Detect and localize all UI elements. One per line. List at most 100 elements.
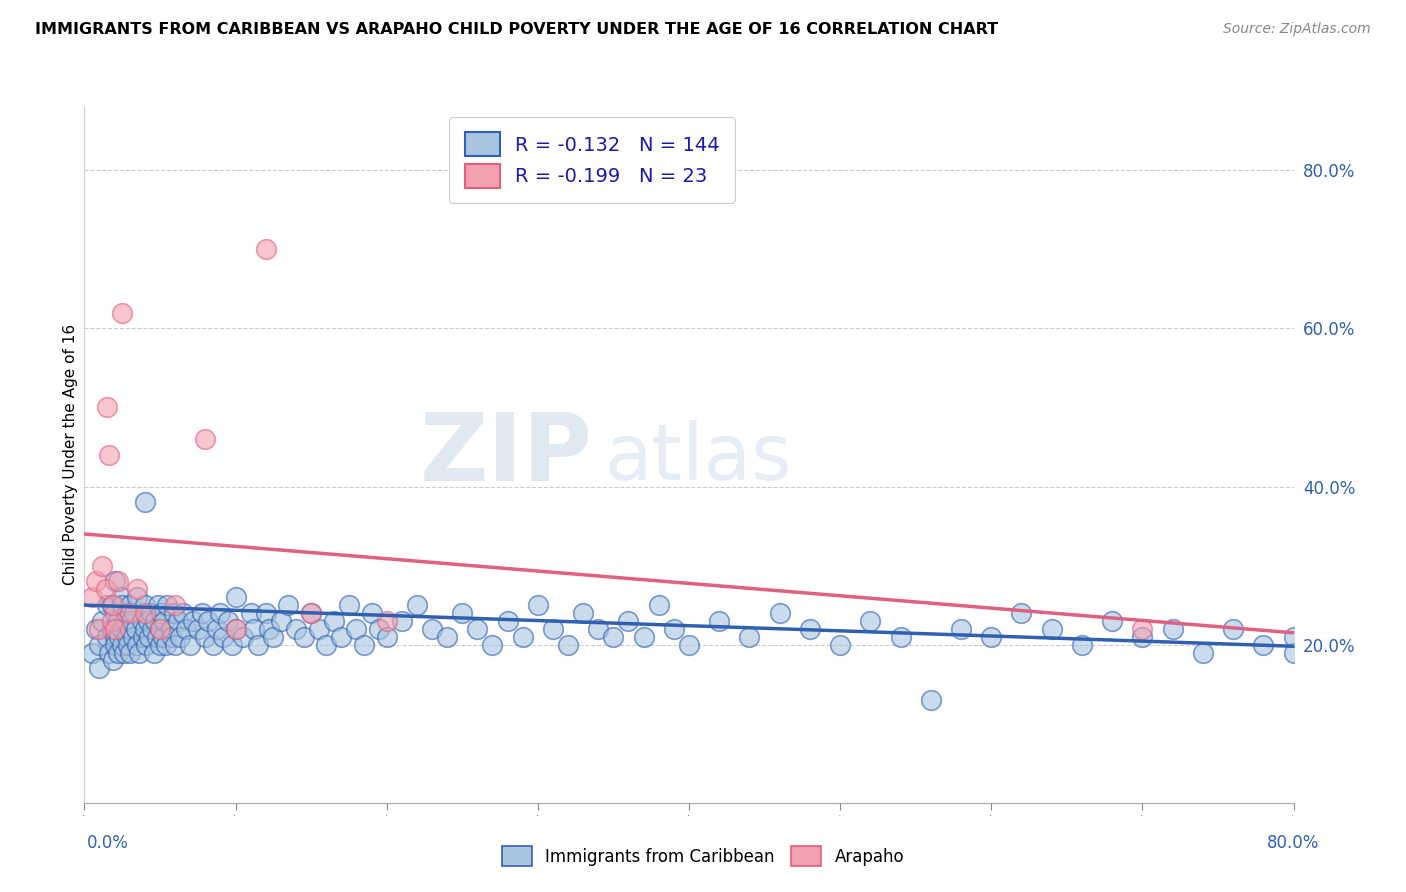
Point [89,622,111,636]
Point [769,606,792,620]
Point [169,630,191,644]
Point [308,622,330,636]
Point [950,622,973,636]
Text: atlas: atlas [605,420,792,497]
Point [149,638,172,652]
Point [368,622,391,636]
Point [156,598,179,612]
Point [709,614,731,628]
Point [225,622,247,636]
Point [197,614,219,628]
Point [96,401,118,415]
Point [602,630,624,644]
Point [96,598,118,612]
Point [799,622,821,636]
Point [110,591,132,605]
Point [890,630,912,644]
Point [86,574,108,589]
Point [526,598,548,612]
Point [254,606,277,620]
Point [148,598,170,612]
Point [153,614,176,628]
Point [167,614,190,628]
Point [257,622,280,636]
Point [1010,606,1032,620]
Point [315,638,337,652]
Point [160,630,183,644]
Point [145,614,167,628]
Text: 0.0%: 0.0% [87,834,129,852]
Point [353,638,375,652]
Point [212,630,235,644]
Point [86,622,108,636]
Point [647,598,671,612]
Point [136,614,159,628]
Point [496,614,519,628]
Point [201,638,224,652]
Point [172,606,194,620]
Point [127,582,149,597]
Point [134,598,156,612]
Point [1251,638,1274,652]
Point [100,622,122,636]
Point [118,622,141,636]
Point [135,638,157,652]
Point [91,558,114,573]
Legend: R = -0.132   N = 144, R = -0.199   N = 23: R = -0.132 N = 144, R = -0.199 N = 23 [449,117,735,203]
Point [97,646,120,660]
Point [104,574,127,589]
Point [134,606,156,620]
Point [830,638,852,652]
Point [1101,614,1123,628]
Point [131,614,153,628]
Text: Source: ZipAtlas.com: Source: ZipAtlas.com [1223,22,1371,37]
Point [163,638,186,652]
Point [617,614,640,628]
Point [107,614,129,628]
Point [859,614,882,628]
Point [375,630,398,644]
Point [149,622,172,636]
Point [194,432,217,446]
Point [232,630,254,644]
Point [104,622,127,636]
Text: 80.0%: 80.0% [1267,834,1319,852]
Point [162,606,184,620]
Point [181,614,204,628]
Point [122,606,145,620]
Point [360,606,382,620]
Point [209,606,232,620]
Point [346,622,368,636]
Point [1161,622,1184,636]
Point [120,614,142,628]
Point [121,630,143,644]
Point [100,598,122,612]
Point [114,614,136,628]
Point [159,622,181,636]
Point [247,638,270,652]
Point [141,622,163,636]
Point [97,448,120,462]
Point [96,630,118,644]
Point [436,630,458,644]
Point [111,305,134,319]
Point [299,606,322,620]
Point [128,646,150,660]
Text: ZIP: ZIP [419,409,592,501]
Point [451,606,474,620]
Point [174,622,197,636]
Point [375,614,398,628]
Point [100,614,122,628]
Point [1130,622,1153,636]
Point [115,606,138,620]
Point [270,614,292,628]
Point [149,622,172,636]
Point [322,614,344,628]
Point [221,638,243,652]
Point [134,495,156,509]
Point [738,630,761,644]
Point [101,598,124,612]
Point [138,630,160,644]
Point [152,630,174,644]
Point [284,622,308,636]
